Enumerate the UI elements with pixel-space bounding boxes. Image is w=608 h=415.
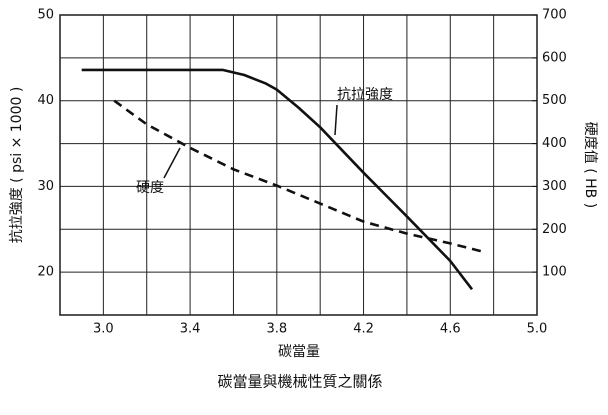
series-line — [113, 99, 484, 253]
x-tick-label: 5.0 — [527, 322, 548, 337]
y-tick-label: 40 — [37, 93, 54, 108]
x-tick-label: 4.6 — [440, 322, 461, 337]
x-tick-label: 3.8 — [266, 322, 287, 337]
y2-tick-label: 700 — [542, 8, 567, 23]
series-line — [81, 68, 474, 291]
y2-tick-label: 200 — [542, 222, 567, 237]
x-tick-label: 4.2 — [353, 322, 374, 337]
annotation: 硬度 — [136, 180, 164, 196]
chart-title: 碳當量與機械性質之關係 — [217, 373, 382, 391]
y-tick-label: 50 — [37, 8, 54, 23]
x-axis-label: 碳當量 — [278, 344, 320, 360]
plot-frame — [59, 14, 538, 316]
y2-tick-label: 500 — [542, 93, 567, 108]
y-axis-label: 抗拉強度 ( psi × 1000 ) — [9, 87, 25, 244]
x-tick-label: 3.0 — [93, 322, 114, 337]
annotation-leader — [163, 147, 181, 179]
y2-tick-label: 300 — [542, 179, 567, 194]
x-tick-label: 3.4 — [180, 322, 201, 337]
y2-tick-label: 100 — [542, 265, 567, 280]
annotation: 抗拉強度 — [337, 87, 393, 103]
y-tick-label: 30 — [37, 179, 54, 194]
y2-tick-label: 400 — [542, 136, 567, 151]
y2-tick-label: 600 — [542, 50, 567, 65]
y2-axis-label: 硬度值 ( HB ) — [582, 122, 598, 208]
annotation-leader — [334, 104, 338, 136]
y-tick-label: 20 — [37, 265, 54, 280]
